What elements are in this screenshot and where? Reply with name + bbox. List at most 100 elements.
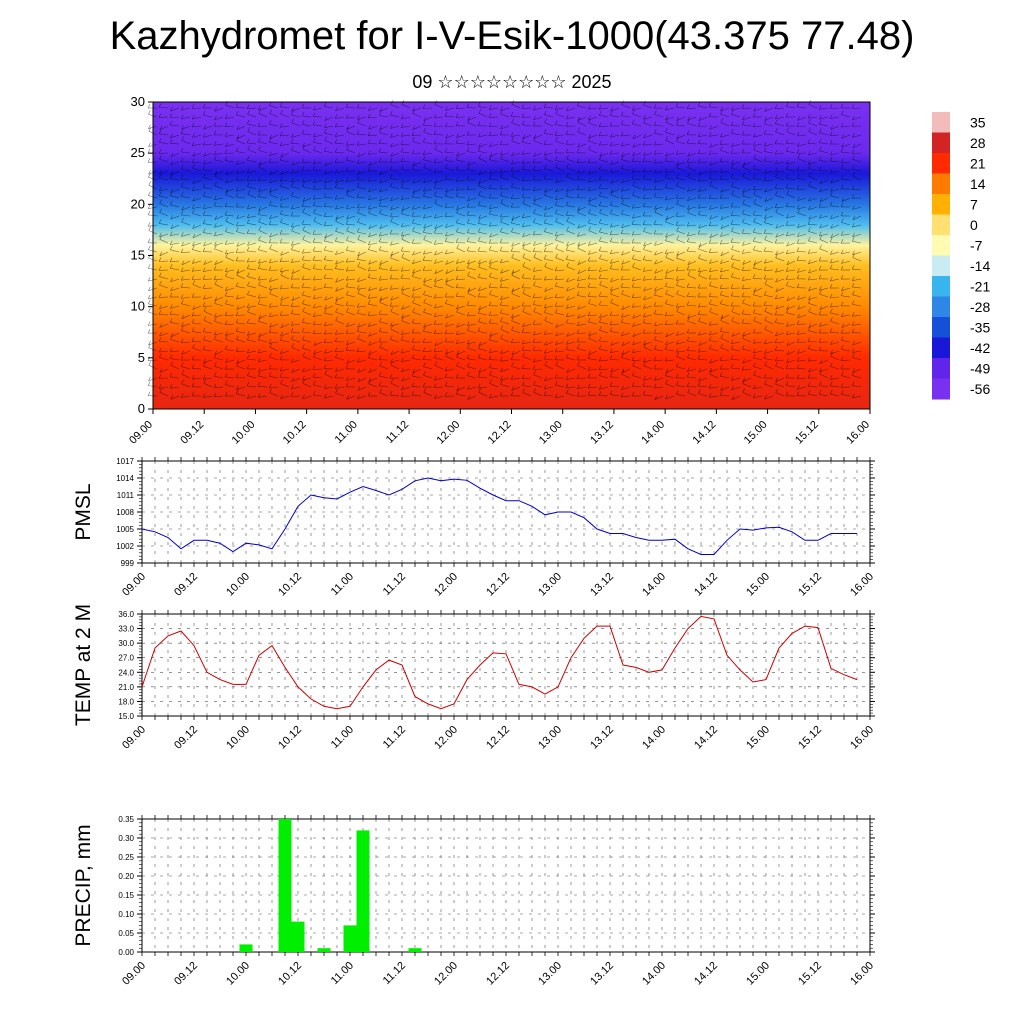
wind-barb bbox=[466, 143, 477, 146]
wind-barb bbox=[346, 194, 356, 199]
wind-barb bbox=[665, 140, 675, 145]
ytick-label: 1011 bbox=[117, 491, 135, 500]
wind-barb-flag bbox=[257, 210, 261, 215]
wind-barb-flag bbox=[202, 191, 206, 197]
wind-barb bbox=[808, 152, 818, 156]
wind-barb bbox=[456, 222, 466, 226]
wind-barb-flag bbox=[720, 316, 723, 321]
wind-barb-flag bbox=[533, 136, 536, 141]
wind-barb bbox=[775, 365, 785, 370]
wind-barb-flag bbox=[665, 371, 668, 376]
wind-barb bbox=[302, 294, 312, 298]
wind-barb bbox=[400, 278, 411, 280]
wind-barb bbox=[181, 366, 191, 370]
wind-barb bbox=[511, 242, 521, 247]
wind-barb bbox=[401, 350, 411, 354]
wind-barb bbox=[280, 106, 290, 109]
wind-barb bbox=[280, 179, 290, 182]
wind-barb-flag bbox=[752, 210, 756, 216]
wind-barb bbox=[192, 167, 202, 172]
wind-barb-flag bbox=[731, 106, 734, 111]
wind-barb-flag bbox=[521, 176, 525, 181]
wind-barb-flag bbox=[236, 271, 240, 276]
wind-barb-flag bbox=[378, 381, 382, 386]
wind-barb bbox=[379, 115, 389, 118]
wind-barb bbox=[841, 233, 851, 236]
wind-barb-flag bbox=[610, 179, 613, 184]
wind-barb-flag bbox=[598, 365, 602, 370]
xtick-label: 14.00 bbox=[640, 571, 668, 599]
wind-barb-flag bbox=[730, 339, 734, 344]
wind-barb-flag bbox=[433, 158, 437, 163]
wind-barb-flag bbox=[379, 224, 383, 229]
temp-panel: 15.018.021.024.027.030.033.036.009.00 09.… bbox=[72, 604, 876, 752]
wind-barb-flag bbox=[488, 239, 492, 244]
wind-barb-flag bbox=[829, 258, 833, 264]
wind-barb-flag bbox=[708, 292, 712, 297]
wind-barb bbox=[500, 384, 510, 388]
wind-barb-flag bbox=[334, 148, 338, 153]
wind-barb-flag bbox=[764, 218, 767, 223]
wind-barb bbox=[312, 259, 323, 262]
wind-barb bbox=[643, 394, 653, 397]
wind-barb bbox=[269, 376, 279, 379]
wind-barb-flag bbox=[280, 152, 284, 158]
wind-barb bbox=[511, 377, 521, 380]
wind-barb-flag bbox=[566, 163, 569, 169]
wind-barb-flag bbox=[664, 282, 668, 287]
wind-barb bbox=[247, 123, 257, 127]
wind-barb-flag bbox=[268, 312, 272, 317]
wind-barb-flag bbox=[499, 184, 503, 190]
wind-barb-flag bbox=[324, 369, 328, 375]
wind-barb-flag bbox=[158, 293, 162, 298]
wind-barb bbox=[544, 188, 554, 193]
wind-barb bbox=[280, 125, 290, 128]
wind-barb-flag bbox=[632, 143, 635, 148]
wind-barb bbox=[588, 321, 598, 325]
wind-barb-flag bbox=[169, 113, 173, 118]
wind-barb bbox=[764, 320, 774, 325]
wind-barb-flag bbox=[676, 254, 679, 259]
wind-barb-flag bbox=[544, 242, 547, 247]
wind-barb bbox=[819, 248, 829, 253]
wind-barb-flag bbox=[829, 201, 833, 206]
wind-barb bbox=[698, 305, 708, 308]
wind-barb bbox=[653, 278, 664, 281]
wind-barb-flag bbox=[181, 241, 184, 247]
wind-barb-flag bbox=[774, 159, 778, 165]
wind-barb bbox=[566, 368, 576, 373]
wind-barb bbox=[268, 269, 279, 271]
wind-barb bbox=[555, 213, 565, 217]
wind-barb bbox=[676, 178, 686, 181]
wind-barb-flag bbox=[785, 183, 789, 189]
wind-barb-flag bbox=[521, 222, 525, 228]
wind-barb bbox=[577, 105, 587, 109]
wind-barb-flag bbox=[796, 122, 800, 127]
wind-barb bbox=[214, 248, 224, 253]
wind-barb-flag bbox=[565, 255, 569, 260]
colorbar-label: -56 bbox=[970, 381, 990, 397]
wind-barb-flag bbox=[841, 110, 844, 115]
wind-barb bbox=[577, 314, 587, 319]
wind-barb-flag bbox=[544, 287, 547, 292]
wind-barb-flag bbox=[686, 328, 690, 334]
wind-barb-flag bbox=[268, 119, 272, 125]
wind-barb-flag bbox=[830, 340, 833, 345]
wind-barb bbox=[587, 269, 598, 271]
wind-barb bbox=[224, 152, 235, 154]
wind-barb-flag bbox=[268, 158, 272, 163]
wind-barb bbox=[676, 230, 686, 235]
wind-barb bbox=[610, 376, 620, 379]
wind-barb-flag bbox=[214, 181, 217, 186]
wind-barb-flag bbox=[257, 371, 261, 377]
wind-barb bbox=[291, 386, 301, 390]
wind-barb-flag bbox=[159, 388, 163, 393]
wind-barb bbox=[313, 296, 323, 300]
wind-barb bbox=[422, 107, 433, 109]
wind-barb bbox=[500, 350, 510, 355]
wind-barb bbox=[687, 224, 697, 227]
wind-barb-flag bbox=[764, 206, 768, 212]
wind-barb-flag bbox=[224, 391, 228, 397]
wind-barb-flag bbox=[664, 345, 668, 350]
wind-barb bbox=[830, 125, 840, 130]
